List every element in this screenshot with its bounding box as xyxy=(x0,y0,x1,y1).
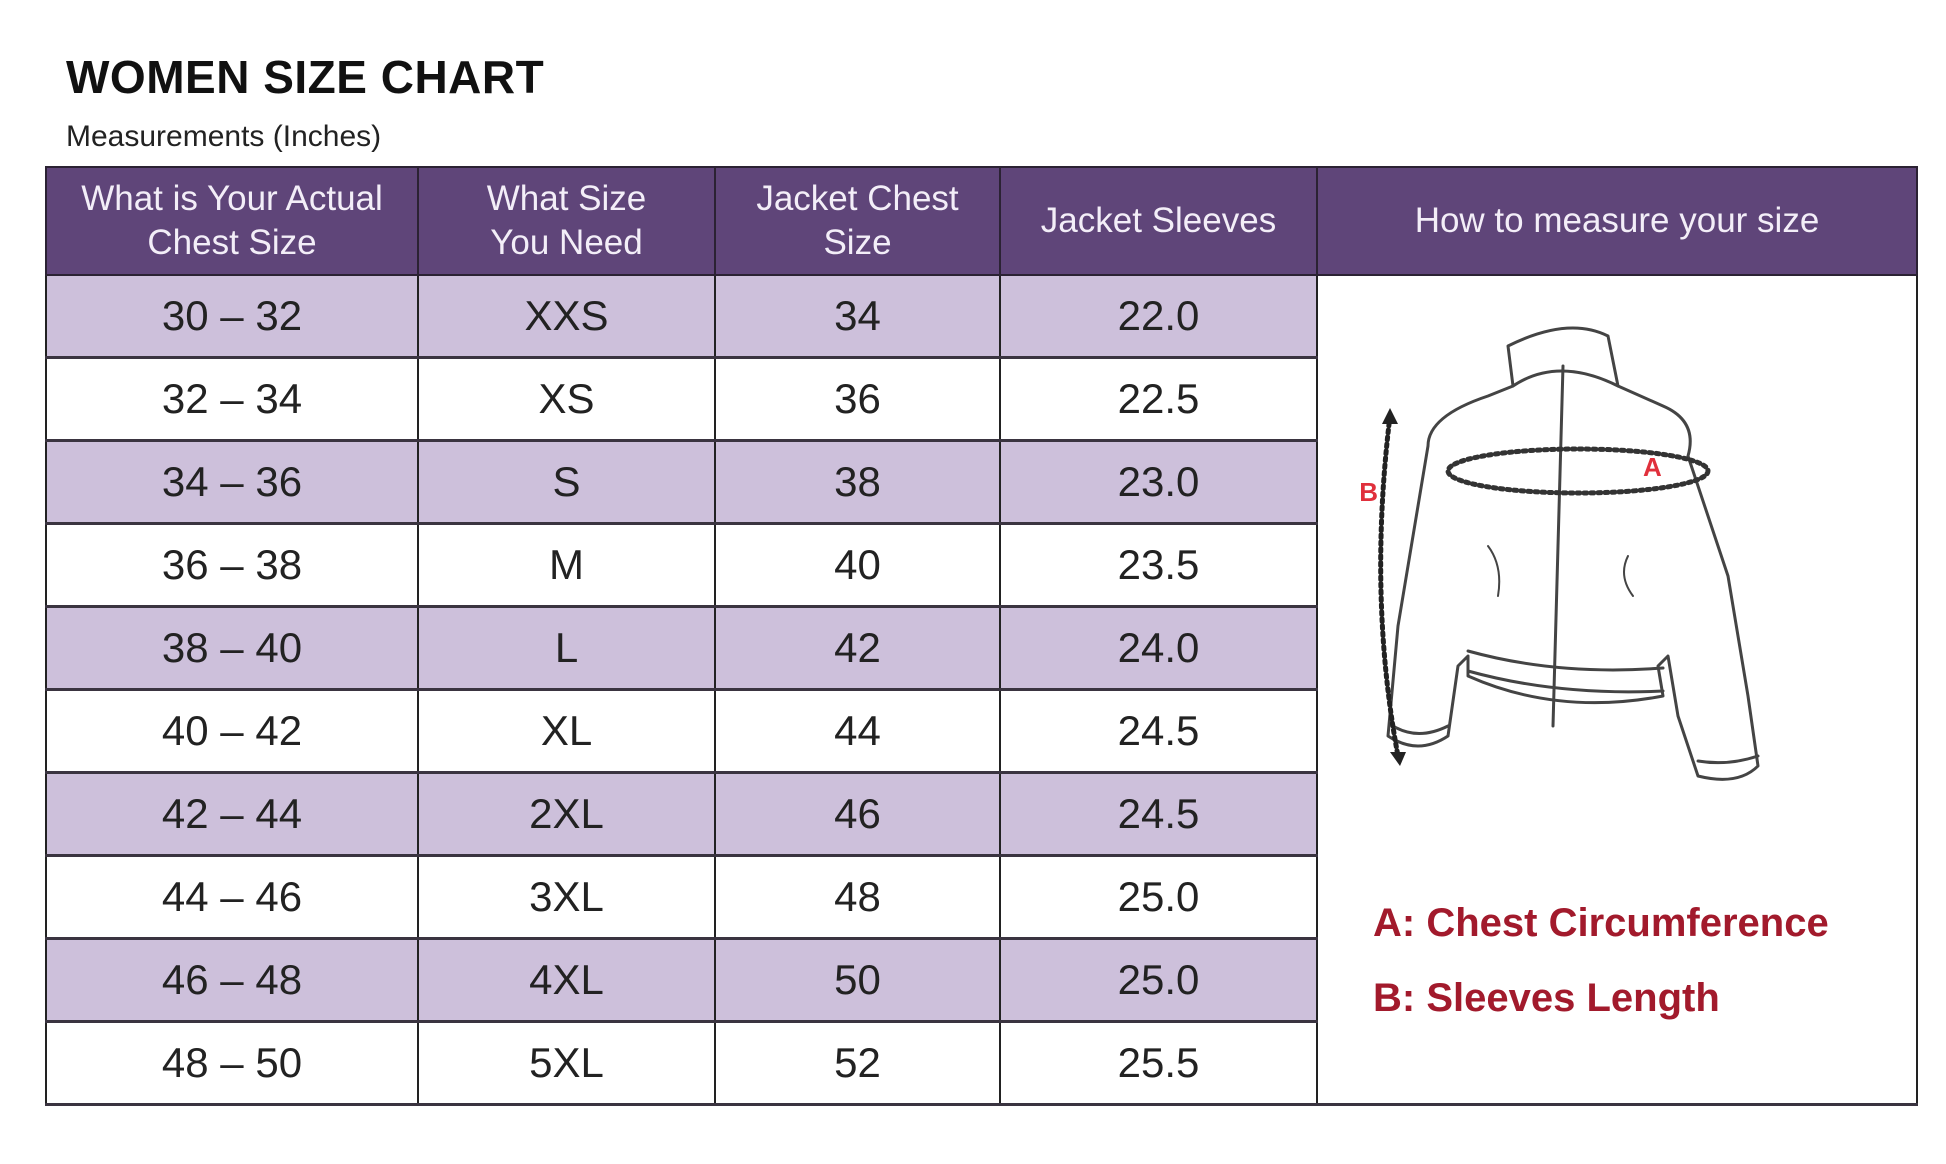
cell-chest: 42 – 44 xyxy=(45,772,419,857)
cell-sleeves: 24.5 xyxy=(999,772,1318,857)
cell-jacket-chest: 38 xyxy=(714,440,1001,525)
cell-size: L xyxy=(417,606,716,691)
cell-sleeves: 25.5 xyxy=(999,1021,1318,1106)
cell-size: XL xyxy=(417,689,716,774)
cell-size: 3XL xyxy=(417,855,716,940)
cell-sleeves: 23.5 xyxy=(999,523,1318,608)
cell-size: S xyxy=(417,440,716,525)
cell-chest: 48 – 50 xyxy=(45,1021,419,1106)
cell-jacket-chest: 44 xyxy=(714,689,1001,774)
table-row: 32 – 34 XS 36 22.5 xyxy=(45,357,1917,442)
page-title: WOMEN SIZE CHART xyxy=(66,51,545,103)
table-row: 42 – 44 2XL 46 24.5 xyxy=(45,772,1917,857)
cell-size: 5XL xyxy=(417,1021,716,1106)
cell-sleeves: 25.0 xyxy=(999,855,1318,940)
cell-jacket-chest: 34 xyxy=(714,275,1001,359)
cell-jacket-chest: 36 xyxy=(714,357,1001,442)
size-chart-table: What is Your Actual Chest Size What Size… xyxy=(45,166,1918,1106)
column-header-sleeves: Jacket Sleeves xyxy=(999,166,1318,276)
table-row: 46 – 48 4XL 50 25.0 xyxy=(45,938,1917,1023)
cell-jacket-chest: 42 xyxy=(714,606,1001,691)
page-subtitle: Measurements (Inches) xyxy=(66,120,382,153)
column-header-jacket-chest: Jacket Chest Size xyxy=(714,166,1001,276)
cell-size: 2XL xyxy=(417,772,716,857)
cell-chest: 46 – 48 xyxy=(45,938,419,1023)
table-row: 44 – 46 3XL 48 25.0 xyxy=(45,855,1917,940)
cell-jacket-chest: 52 xyxy=(714,1021,1001,1106)
cell-jacket-chest: 50 xyxy=(714,938,1001,1023)
column-header-size: What Size You Need xyxy=(417,166,716,276)
cell-chest: 30 – 32 xyxy=(45,275,419,359)
table-row: 30 – 32 XXS 34 22.0 A B A: Chest Circumfere… xyxy=(45,275,1918,1106)
cell-size: XS xyxy=(417,357,716,442)
cell-jacket-chest: 48 xyxy=(714,855,1001,940)
cell-size: 4XL xyxy=(417,938,716,1023)
column-header-chest: What is Your Actual Chest Size xyxy=(45,166,419,276)
cell-size: M xyxy=(417,523,716,608)
cell-sleeves: 25.0 xyxy=(999,938,1318,1023)
label-a: A xyxy=(1643,452,1662,482)
cell-chest: 38 – 40 xyxy=(45,606,419,691)
table-row: 36 – 38 M 40 23.5 xyxy=(45,523,1917,608)
cell-sleeves: 24.0 xyxy=(999,606,1318,691)
cell-sleeves: 23.0 xyxy=(999,440,1318,525)
table-row: 38 – 40 L 42 24.0 xyxy=(45,606,1917,691)
how-to-measure-panel: A B A: Chest Circumference B: Sleeves Le… xyxy=(1316,275,1918,1106)
cell-chest: 32 – 34 xyxy=(45,357,419,442)
cell-size: XXS xyxy=(417,275,716,359)
cell-sleeves: 22.0 xyxy=(999,275,1318,359)
cell-jacket-chest: 40 xyxy=(714,523,1001,608)
cell-chest: 34 – 36 xyxy=(45,440,419,525)
cell-jacket-chest: 46 xyxy=(714,772,1001,857)
jacket-illustration-icon: A B xyxy=(1359,326,1760,781)
legend-chest-circumference: A: Chest Circumference xyxy=(1373,901,1829,945)
cell-chest: 36 – 38 xyxy=(45,523,419,608)
cell-chest: 40 – 42 xyxy=(45,689,419,774)
column-header-how-to-measure: How to measure your size xyxy=(1316,166,1918,276)
legend-sleeves-length: B: Sleeves Length xyxy=(1373,976,1720,1020)
table-row: 40 – 42 XL 44 24.5 xyxy=(45,689,1917,774)
cell-sleeves: 24.5 xyxy=(999,689,1318,774)
table-row: 48 – 50 5XL 52 25.5 xyxy=(45,1021,1917,1106)
cell-chest: 44 – 46 xyxy=(45,855,419,940)
table-row: 34 – 36 S 38 23.0 xyxy=(45,440,1917,525)
cell-sleeves: 22.5 xyxy=(999,357,1318,442)
table-header-row: What is Your Actual Chest Size What Size… xyxy=(45,166,1918,276)
label-b: B xyxy=(1359,477,1378,507)
